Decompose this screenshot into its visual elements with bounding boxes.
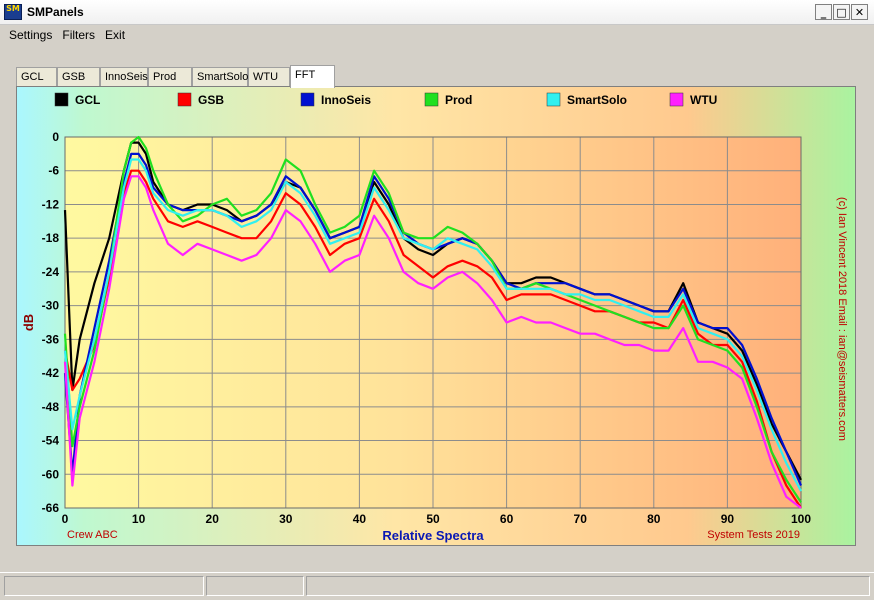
tab-prod[interactable]: Prod	[148, 67, 192, 87]
tab-gsb[interactable]: GSB	[57, 67, 100, 87]
menu-exit[interactable]: Exit	[105, 28, 126, 42]
x-axis-label: Relative Spectra	[382, 528, 484, 543]
legend-label: WTU	[690, 93, 717, 107]
status-bar	[0, 572, 874, 600]
y-tick-label: -36	[42, 332, 60, 346]
menu-bar: Settings Filters Exit	[0, 25, 874, 45]
status-cell-3	[306, 576, 870, 596]
menu-settings[interactable]: Settings	[9, 28, 53, 42]
legend-swatch	[177, 92, 192, 107]
y-tick-label: -48	[42, 400, 60, 414]
legend-label: InnoSeis	[321, 93, 371, 107]
tab-gcl[interactable]: GCL	[16, 67, 57, 87]
y-tick-label: -60	[42, 467, 60, 481]
legend-swatch	[546, 92, 561, 107]
y-tick-label: -12	[42, 197, 60, 211]
fft-chart-panel: 0 10 20 30 40 50 60 70 80 90 100 0 -6 -12 -18 -24 -30 -36…	[16, 86, 856, 546]
y-tick-label: -24	[42, 265, 60, 279]
x-tick-label: 10	[132, 512, 146, 526]
x-tick-label: 90	[721, 512, 735, 526]
minimize-button[interactable]: _	[815, 4, 832, 20]
app-icon: SM	[4, 4, 22, 20]
series-line-wtu	[63, 175, 802, 509]
close-button[interactable]: ✕	[851, 4, 868, 20]
tab-wtu[interactable]: WTU	[248, 67, 290, 87]
y-tick-label: -18	[42, 231, 60, 245]
y-tick-label: -6	[48, 164, 59, 178]
y-tick-label: -54	[42, 434, 60, 448]
title-bar: SM SMPanels _ □ ✕	[0, 0, 874, 25]
legend-swatch	[669, 92, 684, 107]
window-title: SMPanels	[27, 5, 84, 19]
status-cell-1	[4, 576, 204, 596]
plot-border	[64, 136, 802, 509]
series-line-smartsolo	[63, 158, 802, 492]
tab-smartsolo[interactable]: SmartSolo	[192, 67, 248, 87]
x-tick-label: 50	[426, 512, 440, 526]
crew-note: Crew ABC	[67, 529, 118, 541]
legend-label: GCL	[75, 93, 100, 107]
legend-swatch	[300, 92, 315, 107]
y-tick-label: -42	[42, 366, 60, 380]
status-cell-2	[206, 576, 304, 596]
x-tick-label: 70	[574, 512, 588, 526]
x-tick-label: 100	[791, 512, 811, 526]
legend-swatch	[54, 92, 69, 107]
maximize-button[interactable]: □	[833, 4, 850, 20]
menu-filters[interactable]: Filters	[62, 28, 96, 42]
y-tick-label: -30	[42, 299, 60, 313]
x-tick-label: 30	[279, 512, 293, 526]
y-tick-label: 0	[52, 130, 59, 144]
x-tick-label: 0	[62, 512, 69, 526]
window-controls: _ □ ✕	[815, 4, 868, 20]
series-line-prod	[63, 135, 802, 504]
tab-innoseis[interactable]: InnoSeis	[100, 67, 148, 87]
series-line-innoseis	[63, 152, 803, 486]
x-tick-label: 80	[647, 512, 661, 526]
copyright-credit: (c) Ian Vincent 2018 Email : ian@seismat…	[836, 197, 848, 441]
legend-label: Prod	[445, 93, 472, 107]
y-axis-label: dB	[21, 314, 36, 331]
x-tick-label: 20	[206, 512, 220, 526]
y-tick-label: -66	[42, 501, 60, 515]
x-tick-label: 40	[353, 512, 367, 526]
system-tests-note: System Tests 2019	[707, 529, 800, 541]
tab-fft[interactable]: FFT	[290, 65, 335, 88]
legend-label: SmartSolo	[567, 93, 627, 107]
spectra-chart: 0 10 20 30 40 50 60 70 80 90 100 0 -6 -12 -18 -24 -30 -36…	[21, 92, 848, 543]
legend-swatch	[424, 92, 439, 107]
legend-label: GSB	[198, 93, 224, 107]
x-tick-label: 60	[500, 512, 514, 526]
